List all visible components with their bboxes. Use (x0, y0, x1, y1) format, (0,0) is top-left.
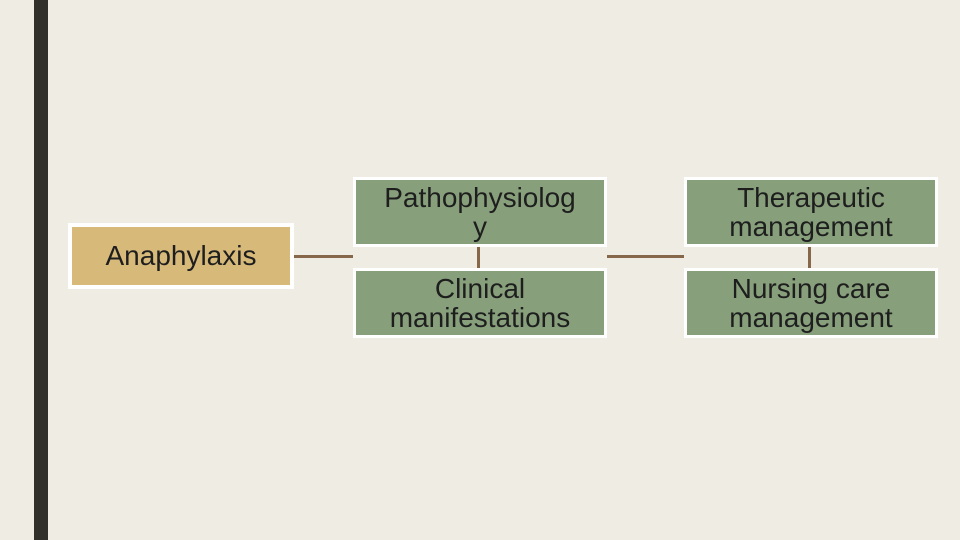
slide-canvas: Anaphylaxis Pathophysiolog y Clinical ma… (0, 0, 960, 540)
node-nursing-label: Nursing care management (729, 274, 892, 333)
connector-line (607, 255, 684, 258)
side-accent-stripe (34, 0, 48, 540)
node-clinical-manifestations: Clinical manifestations (353, 268, 607, 338)
node-therapeutic-label: Therapeutic management (729, 183, 892, 242)
node-clinical-label: Clinical manifestations (390, 274, 571, 333)
node-therapeutic-management: Therapeutic management (684, 177, 938, 247)
node-nursing-care-management: Nursing care management (684, 268, 938, 338)
connector-line (808, 247, 811, 268)
node-root: Anaphylaxis (68, 223, 294, 289)
connector-line (477, 247, 480, 268)
node-pathophysiology-label: Pathophysiolog y (384, 183, 575, 242)
connector-line (294, 255, 353, 258)
node-pathophysiology: Pathophysiolog y (353, 177, 607, 247)
node-root-label: Anaphylaxis (106, 241, 257, 270)
